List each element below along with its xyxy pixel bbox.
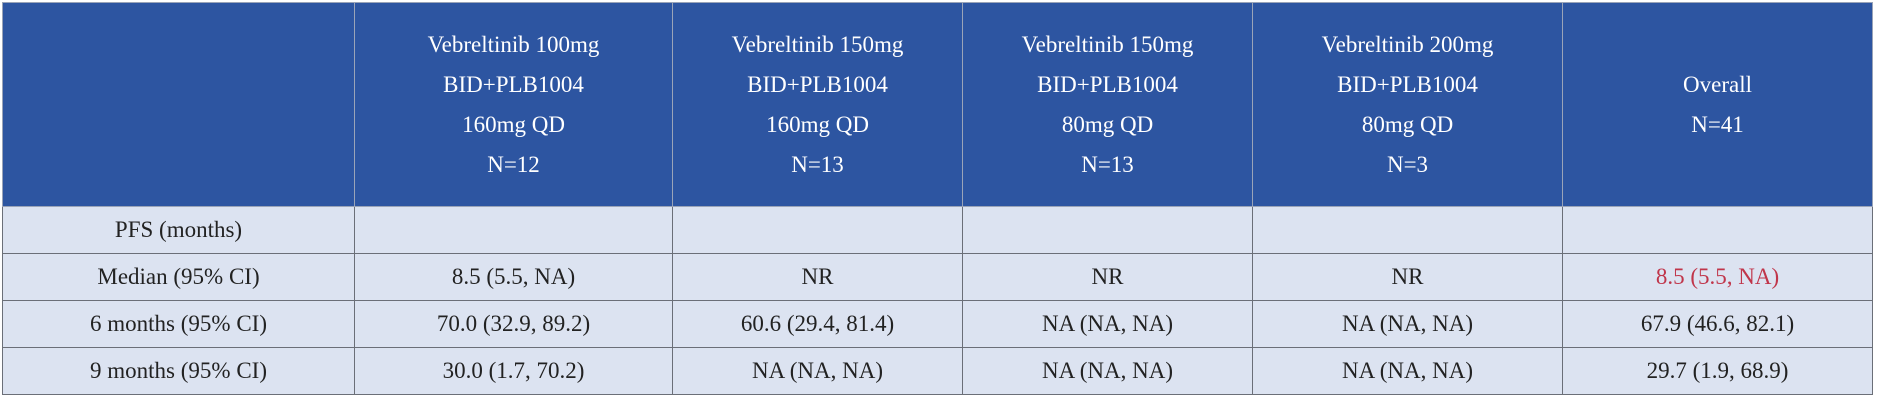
table-cell: NR xyxy=(1252,253,1563,301)
header-cell: Vebreltinib 150mg BID+PLB1004 160mg QD N=13 xyxy=(672,2,963,207)
table-cell: 30.0 (1.7, 70.2) xyxy=(354,347,673,395)
row-label: Median (95% CI) xyxy=(2,253,355,301)
header-cell: Vebreltinib 200mg BID+PLB1004 80mg QD N=3 xyxy=(1252,2,1563,207)
row-label: 9 months (95% CI) xyxy=(2,347,355,395)
table-cell xyxy=(354,206,673,254)
header-line: N=13 xyxy=(1081,151,1134,177)
header-line: Overall xyxy=(1683,71,1752,97)
header-line: N=13 xyxy=(791,151,844,177)
header-line: BID+PLB1004 xyxy=(1037,71,1178,97)
row-label: 6 months (95% CI) xyxy=(2,300,355,348)
table-cell: NA (NA, NA) xyxy=(1252,347,1563,395)
header-row: Vebreltinib 100mg BID+PLB1004 160mg QD N=12… xyxy=(2,2,1873,207)
table-row: 6 months (95% CI) 70.0 (32.9, 89.2) 60.6 (… xyxy=(2,300,1873,348)
header-line: N=41 xyxy=(1691,111,1744,137)
table-cell: NA (NA, NA) xyxy=(672,347,963,395)
header-cell: Vebreltinib 150mg BID+PLB1004 80mg QD N=13 xyxy=(962,2,1253,207)
header-line: BID+PLB1004 xyxy=(443,71,584,97)
table-body: PFS (months) Median (95% CI) 8.5 (5.5, NA)… xyxy=(2,206,1873,395)
header-line: BID+PLB1004 xyxy=(747,71,888,97)
header-cell: Overall N=41 xyxy=(1562,2,1873,207)
header-cell xyxy=(2,2,355,207)
header-line: Vebreltinib 150mg xyxy=(1021,31,1194,57)
table-row: Median (95% CI) 8.5 (5.5, NA) NR NR NR 8.5 (5… xyxy=(2,253,1873,301)
table-cell: 8.5 (5.5, NA) xyxy=(354,253,673,301)
table-cell: NR xyxy=(672,253,963,301)
header-line: N=12 xyxy=(487,151,540,177)
table-cell xyxy=(672,206,963,254)
table-row: 9 months (95% CI) 30.0 (1.7, 70.2) NA (NA,… xyxy=(2,347,1873,395)
table-cell: NA (NA, NA) xyxy=(962,300,1253,348)
table-cell: 70.0 (32.9, 89.2) xyxy=(354,300,673,348)
table-cell: 8.5 (5.5, NA) xyxy=(1562,253,1873,301)
header-line: Vebreltinib 100mg xyxy=(427,31,600,57)
table-cell xyxy=(1562,206,1873,254)
table-cell xyxy=(1252,206,1563,254)
header-line: BID+PLB1004 xyxy=(1337,71,1478,97)
table-cell xyxy=(962,206,1253,254)
table-header: Vebreltinib 100mg BID+PLB1004 160mg QD N=12… xyxy=(2,2,1873,207)
table-cell: 29.7 (1.9, 68.9) xyxy=(1562,347,1873,395)
header-cell: Vebreltinib 100mg BID+PLB1004 160mg QD N=12 xyxy=(354,2,673,207)
header-line: Vebreltinib 150mg xyxy=(731,31,904,57)
table-cell: NA (NA, NA) xyxy=(1252,300,1563,348)
header-line: 80mg QD xyxy=(1061,111,1154,137)
header-line: Vebreltinib 200mg xyxy=(1321,31,1494,57)
header-line: 160mg QD xyxy=(766,111,869,137)
table-cell: 67.9 (46.6, 82.1) xyxy=(1562,300,1873,348)
table-cell: 60.6 (29.4, 81.4) xyxy=(672,300,963,348)
header-line: N=3 xyxy=(1386,151,1429,177)
table-row: PFS (months) xyxy=(2,206,1873,254)
table-cell: NA (NA, NA) xyxy=(962,347,1253,395)
header-line: 80mg QD xyxy=(1361,111,1454,137)
table-cell: NR xyxy=(962,253,1253,301)
row-label: PFS (months) xyxy=(2,206,355,254)
header-line: 160mg QD xyxy=(462,111,565,137)
pfs-table: Vebreltinib 100mg BID+PLB1004 160mg QD N=12… xyxy=(2,2,1873,395)
